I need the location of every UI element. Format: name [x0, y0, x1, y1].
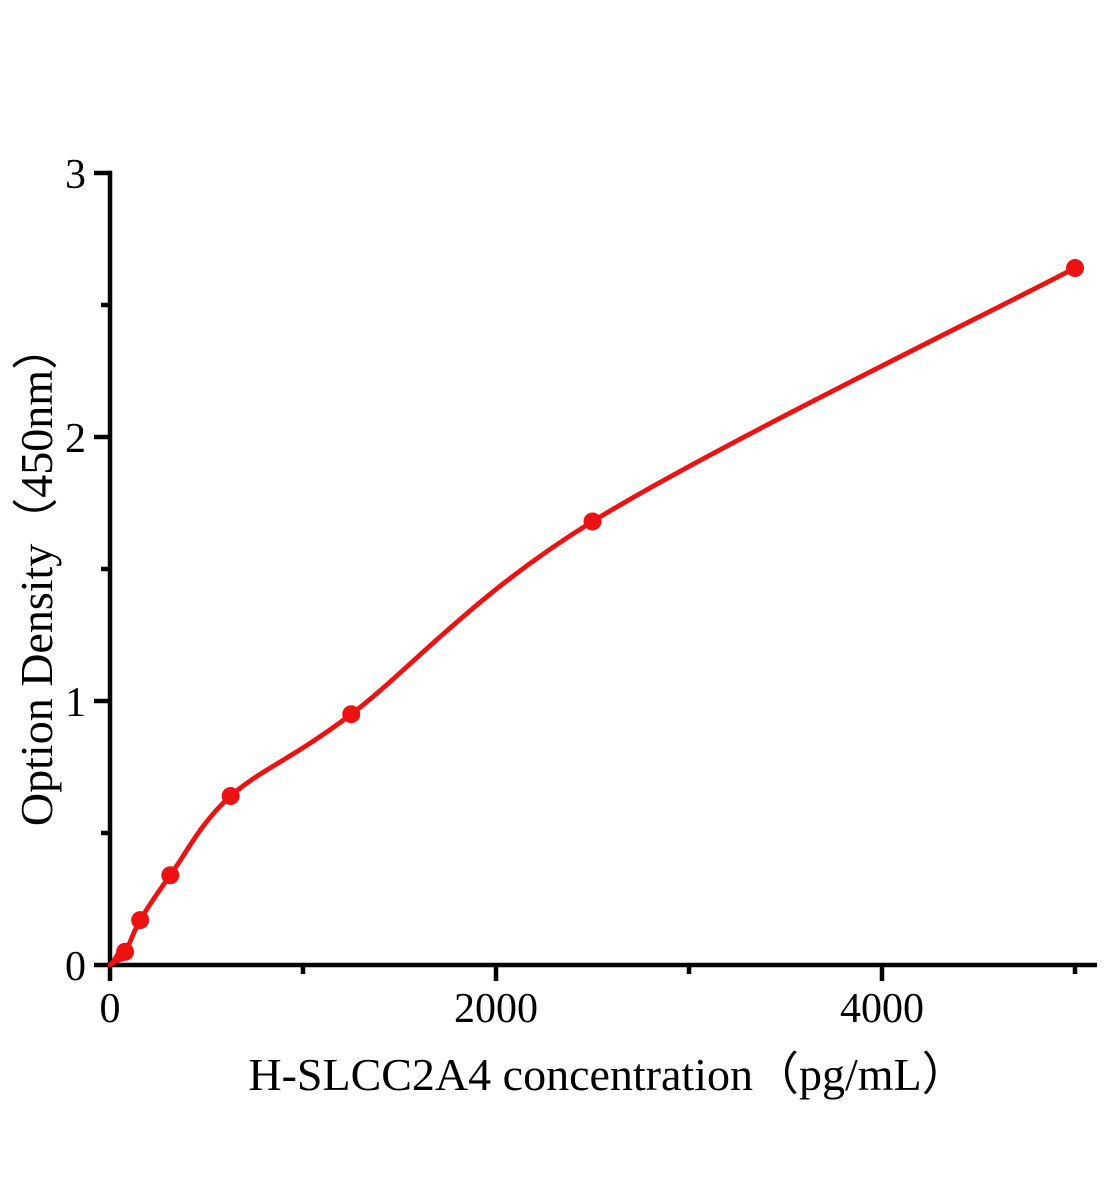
data-point: [116, 942, 135, 961]
data-point: [131, 911, 150, 930]
data-point: [1066, 259, 1084, 278]
y-axis-title: Option Density（450nm）: [11, 324, 62, 826]
x-tick-label: 0: [100, 986, 121, 1032]
y-tick-label: 0: [65, 944, 86, 990]
plot-area: 0 2000 4000 0 1 2 3: [65, 152, 1097, 1032]
data-point: [161, 866, 180, 885]
data-point: [342, 705, 361, 724]
data-point: [221, 787, 240, 806]
y-tick-label: 1: [65, 680, 86, 726]
x-tick-label: 2000: [454, 986, 538, 1032]
y-tick-label: 2: [65, 416, 86, 462]
x-tick-label: 4000: [840, 986, 924, 1032]
fit-curve: [107, 265, 1078, 968]
y-tick-label: 3: [65, 152, 86, 198]
x-axis-title: H-SLCC2A4 concentration（pg/mL）: [248, 1049, 967, 1100]
data-point: [583, 512, 602, 531]
